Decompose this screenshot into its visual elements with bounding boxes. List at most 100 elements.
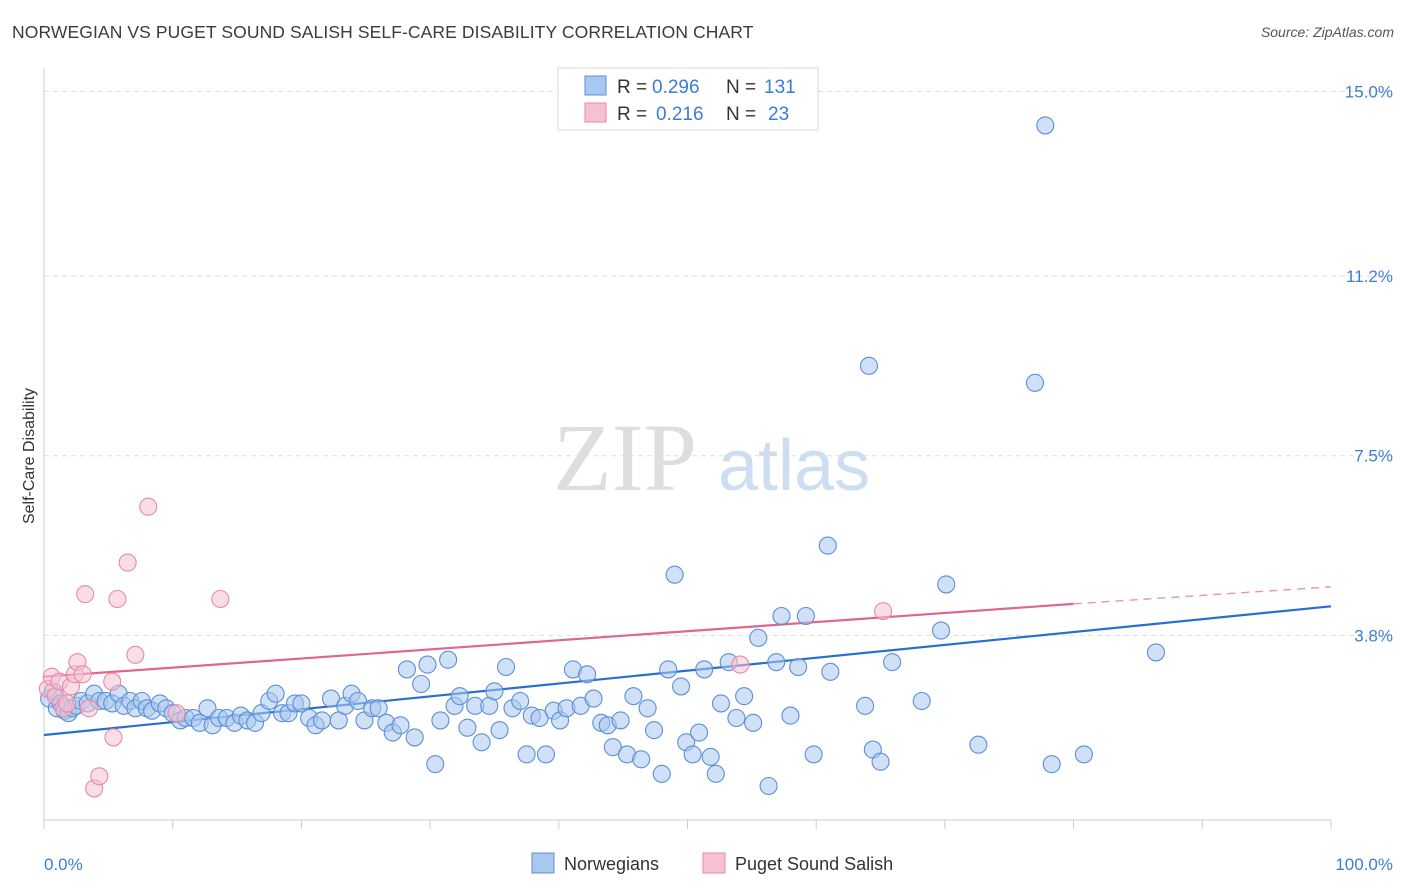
point-norwegians [871,752,890,771]
point-norwegians [659,660,678,679]
y-tick-label: 7.5% [1354,447,1393,466]
legend-r-label-2: R = [617,104,647,125]
point-puget-sound-salish [90,767,109,786]
point-norwegians [818,536,837,555]
data-points [38,89,1166,798]
legend-swatch-norwegians [584,75,607,96]
point-norwegians [198,699,217,718]
point-norwegians [859,356,879,375]
point-norwegians [711,694,731,713]
point-norwegians [781,706,800,725]
legend-n-value-puget: 23 [768,104,789,125]
point-norwegians [584,689,603,708]
point-puget-sound-salish [104,728,123,747]
y-axis-title: Self-Care Disability [21,388,38,524]
point-puget-sound-salish [108,589,127,609]
point-norwegians [472,733,491,752]
point-norwegians [706,764,725,783]
legend-r-value-norwegians: 0.296 [652,77,700,98]
bottom-legend: Norwegians Puget Sound Salish [531,852,893,874]
legend-n-value-norwegians: 131 [764,77,796,98]
point-norwegians [458,718,477,737]
point-norwegians [405,728,424,747]
point-puget-sound-salish [58,694,77,713]
point-norwegians [759,776,778,796]
point-puget-sound-salish [79,699,99,718]
point-norwegians [369,699,388,718]
point-norwegians [1074,745,1093,764]
point-norwegians [530,708,549,728]
top-legend: R = 0.296 N = 131 R = 0.216 N = 23 [557,67,819,131]
point-norwegians [767,653,786,672]
point-norwegians [644,721,664,740]
bottom-legend-label-norwegians: Norwegians [564,854,659,874]
point-norwegians [735,687,754,706]
point-norwegians [517,745,536,764]
point-norwegians [321,689,341,708]
point-puget-sound-salish [73,665,92,684]
point-norwegians [632,750,651,769]
point-norwegians [496,657,516,677]
legend-n-label-2: N = [726,104,756,125]
point-norwegians [804,745,823,764]
point-norwegians [536,745,555,764]
point-norwegians [856,696,875,715]
point-norwegians [789,657,808,677]
point-norwegians [772,606,791,626]
point-norwegians [391,716,410,735]
point-norwegians [701,747,720,766]
point-puget-sound-salish [118,553,137,572]
point-norwegians [1036,116,1055,135]
y-tick-label: 15.0% [1345,82,1393,101]
point-norwegians [426,755,445,774]
legend-n-label-1: N = [726,77,756,98]
point-norwegians [912,691,931,711]
point-norwegians [292,694,311,713]
point-norwegians [672,677,691,696]
point-norwegians [821,662,840,681]
point-norwegians [796,606,815,626]
chart-source: Source: ZipAtlas.com [1260,24,1394,40]
point-norwegians [431,711,450,730]
point-puget-sound-salish [76,585,95,604]
point-norwegians [266,684,285,703]
point-norwegians [749,628,768,647]
point-norwegians [312,711,332,730]
point-norwegians [603,738,622,757]
point-norwegians [1025,373,1045,392]
point-norwegians [418,655,437,674]
gridlines [44,90,1392,636]
point-norwegians [511,691,530,711]
point-norwegians [450,687,469,706]
point-norwegians [744,713,763,732]
point-norwegians [683,745,702,764]
x-tick-label: 0.0% [44,855,83,874]
point-puget-sound-salish [167,704,186,723]
point-norwegians [969,735,988,754]
chart-title: NORWEGIAN VS PUGET SOUND SALISH SELF-CAR… [12,22,754,42]
point-norwegians [439,650,458,669]
point-norwegians [727,708,746,728]
trendline-puget-sound-salish-extension [1073,586,1332,605]
point-norwegians [665,565,684,584]
legend-r-value-puget: 0.216 [656,104,704,125]
bottom-legend-swatch-puget [702,852,726,874]
point-norwegians [652,764,671,783]
point-norwegians [578,665,597,684]
point-norwegians [695,660,714,679]
trendline-puget-sound-salish [43,602,1074,678]
point-norwegians [412,674,431,694]
point-norwegians [485,682,504,701]
point-norwegians [690,723,709,742]
legend-r-label-1: R = [617,77,647,98]
point-puget-sound-salish [126,645,145,664]
point-puget-sound-salish [139,497,158,516]
point-puget-sound-salish [874,602,893,621]
bottom-legend-swatch-norwegians [531,852,555,874]
point-norwegians [348,691,368,711]
point-puget-sound-salish [103,672,122,691]
x-tick-label: 100.0% [1335,855,1393,874]
point-norwegians [1042,755,1061,774]
y-tick-label: 3.8% [1354,626,1393,645]
